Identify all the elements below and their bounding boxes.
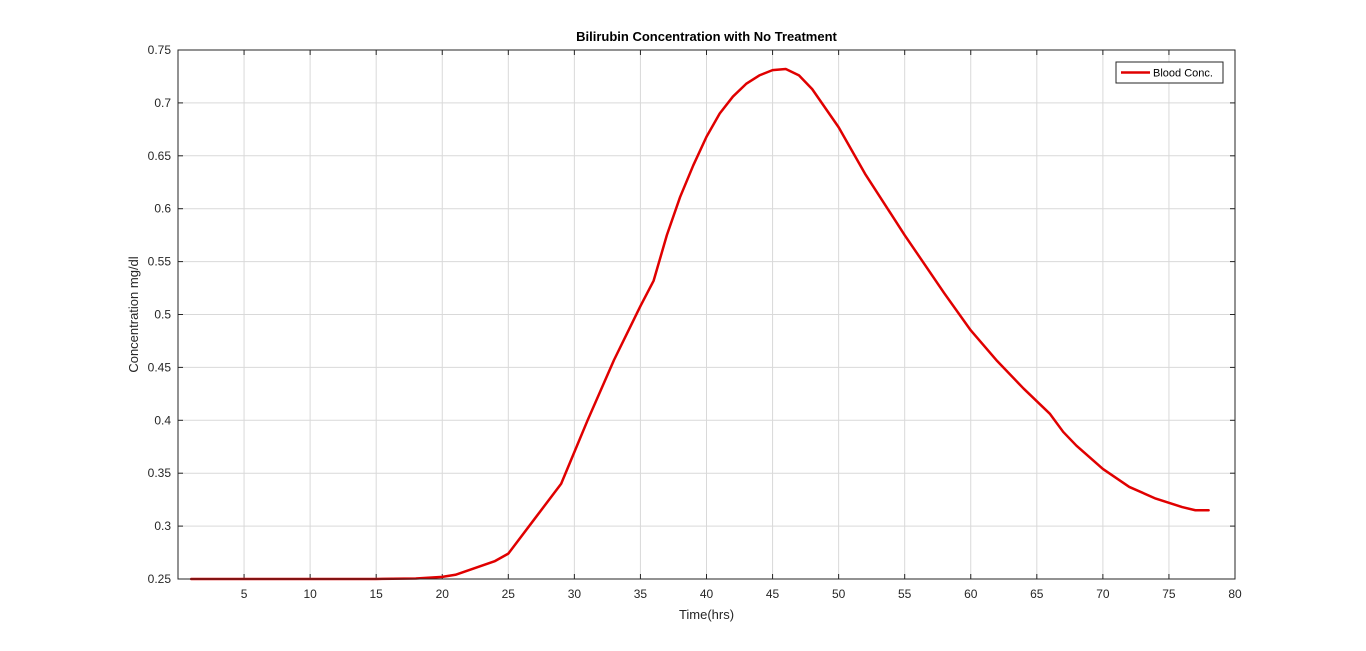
x-tick-label: 55 [898,587,912,601]
y-tick-label: 0.5 [154,308,171,322]
grid-lines [178,50,1235,579]
y-tick-label: 0.45 [148,360,172,374]
chart-title: Bilirubin Concentration with No Treatmen… [576,29,837,44]
y-tick-labels: 0.25 0.3 0.35 0.4 0.45 0.5 0.55 0.6 0.65 0.7 0.75 [148,43,172,586]
x-tick-label: 20 [436,587,450,601]
x-tick-label: 10 [303,587,317,601]
y-tick-label: 0.3 [154,519,171,533]
x-tick-label: 60 [964,587,978,601]
x-tick-labels: 5 10 15 20 25 30 35 40 45 50 55 60 65 70 75 80 [241,587,1242,601]
series-line-blood-conc [189,67,1210,581]
x-tick-label: 45 [766,587,780,601]
x-tick-label: 35 [634,587,648,601]
y-tick-label: 0.35 [148,466,172,480]
y-tick-label: 0.6 [154,202,171,216]
y-tick-label: 0.7 [154,96,171,110]
legend-label-blood-conc: Blood Conc. [1153,68,1213,80]
x-tick-label: 25 [502,587,516,601]
y-axis-label: Concentration mg/dl [126,256,141,372]
x-tick-label: 70 [1096,587,1110,601]
x-tick-label: 65 [1030,587,1044,601]
legend-box [1115,61,1224,84]
y-tick-label: 0.25 [148,572,172,586]
axes-box [177,49,1236,580]
y-tick-label: 0.75 [148,43,172,57]
x-tick-label: 15 [370,587,384,601]
x-tick-label: 30 [568,587,582,601]
x-axis-label: Time(hrs) [679,607,734,622]
x-tick-label: 5 [241,587,248,601]
series-layer [189,67,1210,581]
x-tick-label: 40 [700,587,714,601]
y-tick-label: 0.55 [148,255,172,269]
legend[interactable]: Blood Conc. [1115,61,1224,84]
y-tick-label: 0.4 [154,413,171,427]
x-tick-label: 75 [1162,587,1176,601]
x-tick-label: 50 [832,587,846,601]
x-tick-label: 80 [1228,587,1242,601]
y-tick-label: 0.65 [148,149,172,163]
